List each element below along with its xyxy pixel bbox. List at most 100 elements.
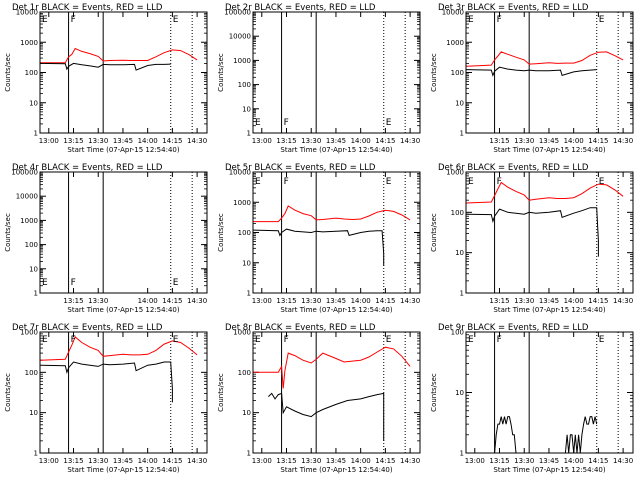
y-tick-label: 1	[247, 290, 251, 298]
x-tick-label: 13:00	[39, 137, 59, 145]
state-marker: F	[497, 335, 502, 345]
x-tick-label: 14:30	[187, 457, 207, 465]
state-marker: F	[497, 15, 502, 25]
plot-frame	[252, 331, 421, 454]
state-marker: F	[284, 335, 289, 345]
plot-frame	[39, 171, 208, 294]
x-tick-label: 14:00	[351, 137, 371, 145]
series-line	[466, 51, 624, 67]
x-tick-label: 13:00	[465, 457, 485, 465]
y-tick-label: 10	[455, 389, 464, 397]
plot-frame	[465, 331, 634, 454]
x-axis-label: Start Time (07-Apr-15 12:54:40)	[280, 146, 392, 154]
x-tick-label: 14:00	[138, 137, 158, 145]
y-tick-label: 1000	[20, 329, 38, 337]
series-line	[466, 181, 624, 204]
series-line	[268, 392, 385, 441]
series-line	[253, 346, 411, 389]
panel-title: Det 2r BLACK = Events, RED = LLD	[225, 3, 376, 13]
x-tick-label: 13:30	[88, 137, 108, 145]
y-tick-label: 100	[25, 241, 38, 249]
x-tick-label: 13:30	[514, 137, 534, 145]
state-marker: E	[386, 118, 392, 128]
panel-title: Det 5r BLACK = Events, RED = LLD	[225, 163, 376, 173]
x-tick-label: 13:30	[88, 457, 108, 465]
state-marker: E	[599, 15, 605, 25]
x-tick-label: 14:15	[375, 457, 395, 465]
x-tick-label: 13:00	[39, 457, 59, 465]
x-tick-label: 14:00	[351, 297, 371, 305]
state-marker: F	[71, 278, 76, 288]
y-tick-label: 1	[460, 290, 464, 298]
x-axis-label: Start Time (07-Apr-15 12:54:40)	[67, 306, 179, 314]
detector-panel: Det 8r BLACK = Events, RED = LLD 13:00 13:…	[217, 323, 421, 474]
y-tick-label: 1000	[233, 329, 251, 337]
y-axis-label: Counts/sec	[430, 213, 438, 252]
y-tick-label: 100000	[224, 9, 251, 17]
x-tick-label: 14:15	[162, 457, 182, 465]
x-tick-label: 14:30	[400, 297, 420, 305]
y-tick-label: 10	[242, 105, 251, 113]
y-axis-label: Counts/sec	[430, 53, 438, 92]
series-line	[40, 47, 198, 64]
state-marker: F	[71, 15, 76, 25]
y-tick-label: 1000	[446, 169, 464, 177]
detector-panel: Det 1r BLACK = Events, RED = LLD 13:00 13:…	[4, 3, 208, 154]
state-marker: E	[255, 118, 261, 128]
y-tick-label: 10	[29, 99, 38, 107]
x-tick-label: 13:45	[539, 137, 559, 145]
x-tick-label: 14:30	[613, 457, 633, 465]
y-tick-label: 100	[25, 369, 38, 377]
plot-frame	[39, 11, 208, 134]
detector-panel: Det 6r BLACK = Events, RED = LLD 13:15 13:…	[430, 163, 634, 314]
x-axis-label: Start Time (07-Apr-15 12:54:40)	[493, 306, 605, 314]
y-axis-label: Counts/sec	[217, 53, 225, 92]
y-axis-label: Counts/sec	[217, 373, 225, 412]
state-marker: E	[42, 335, 48, 345]
y-tick-label: 1	[34, 290, 38, 298]
state-marker: F	[497, 177, 502, 187]
panel-title: Det 3r BLACK = Events, RED = LLD	[438, 3, 589, 13]
x-tick-label: 14:30	[613, 297, 633, 305]
y-tick-label: 10000	[16, 9, 38, 17]
x-tick-label: 13:30	[514, 297, 534, 305]
x-tick-label: 14:30	[187, 137, 207, 145]
x-axis-label: Start Time (07-Apr-15 12:54:40)	[280, 466, 392, 474]
state-marker: E	[468, 335, 474, 345]
x-tick-label: 14:15	[588, 457, 608, 465]
x-tick-label: 13:00	[252, 137, 272, 145]
state-marker: E	[42, 15, 48, 25]
x-tick-label: 13:15	[63, 457, 83, 465]
x-tick-label: 14:30	[187, 297, 207, 305]
x-tick-label: 14:15	[375, 297, 395, 305]
panel-title: Det 7r BLACK = Events, RED = LLD	[12, 323, 163, 333]
x-tick-label: 13:45	[539, 457, 559, 465]
x-tick-label: 14:00	[138, 297, 158, 305]
x-tick-label: 13:30	[88, 297, 108, 305]
y-axis-label: Counts/sec	[430, 373, 438, 412]
y-tick-label: 100	[25, 69, 38, 77]
x-tick-label: 14:00	[351, 457, 371, 465]
plot-frame	[465, 11, 634, 134]
x-tick-label: 13:15	[276, 137, 296, 145]
x-tick-label: 13:00	[252, 297, 272, 305]
x-tick-label: 13:15	[63, 137, 83, 145]
series-line	[40, 361, 173, 403]
series-line	[494, 416, 518, 454]
x-tick-label: 14:15	[588, 137, 608, 145]
state-marker: E	[173, 15, 179, 25]
y-tick-label: 10000	[442, 9, 464, 17]
x-axis-label: Start Time (07-Apr-15 12:54:40)	[67, 146, 179, 154]
y-tick-label: 10000	[229, 169, 251, 177]
y-tick-label: 1000	[446, 39, 464, 47]
y-axis-label: Counts/sec	[4, 373, 12, 412]
state-marker: E	[386, 335, 392, 345]
x-tick-label: 14:15	[162, 137, 182, 145]
state-marker: E	[173, 278, 179, 288]
y-tick-label: 1000	[233, 57, 251, 65]
x-tick-label: 13:15	[276, 297, 296, 305]
panel-title: Det 1r BLACK = Events, RED = LLD	[12, 3, 163, 13]
x-tick-label: 13:30	[301, 297, 321, 305]
x-axis-label: Start Time (07-Apr-15 12:54:40)	[493, 146, 605, 154]
